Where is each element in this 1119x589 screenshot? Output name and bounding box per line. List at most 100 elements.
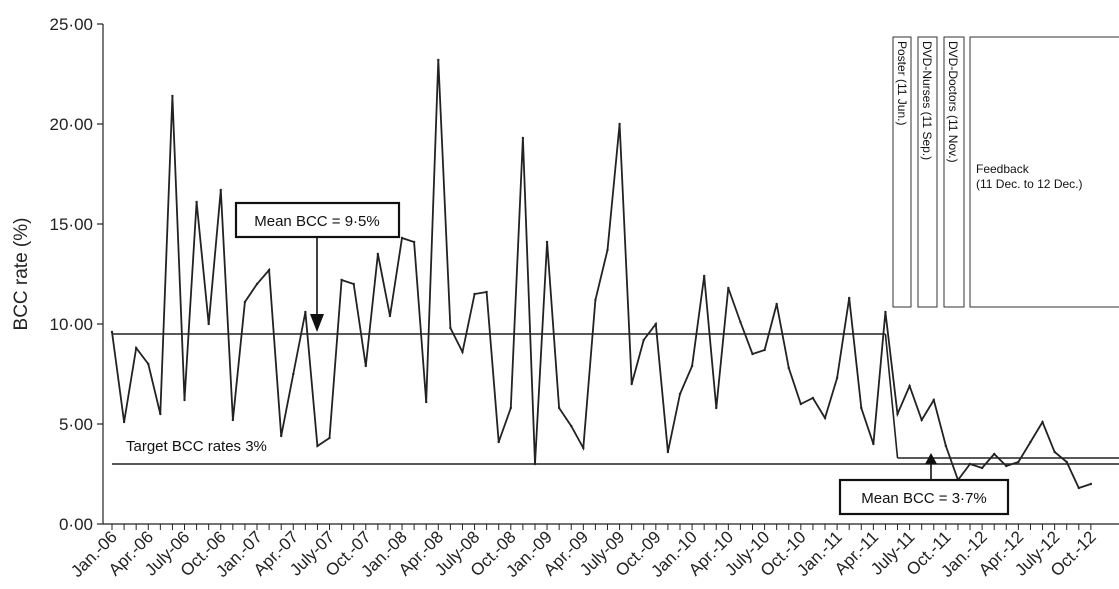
data-point xyxy=(594,298,597,302)
data-point xyxy=(183,398,186,402)
data-point xyxy=(751,352,754,356)
data-point xyxy=(993,452,996,456)
data-point xyxy=(606,248,609,252)
phase-dvd-nurses: DVD-Nurses (11 Sep.) xyxy=(917,36,938,308)
y-tick-label: 10·00 xyxy=(50,315,93,334)
data-point xyxy=(1053,450,1056,454)
data-point xyxy=(811,396,815,400)
phase-label-line1: Feedback xyxy=(976,162,1030,176)
data-point xyxy=(533,462,537,466)
data-point xyxy=(654,322,658,326)
data-point xyxy=(509,406,513,410)
data-point xyxy=(171,94,174,98)
y-tick-label: 5·00 xyxy=(59,415,93,434)
data-point xyxy=(860,406,863,410)
data-point xyxy=(425,400,428,404)
data-point xyxy=(388,314,392,318)
data-point xyxy=(207,322,210,326)
phase-label-line2: (11 Dec. to 12 Dec.) xyxy=(976,177,1083,191)
data-point xyxy=(678,392,682,396)
data-point xyxy=(316,444,319,448)
y-tick-label: 0·00 xyxy=(59,515,93,534)
data-point xyxy=(497,440,500,444)
data-point xyxy=(968,462,972,466)
annotation-mean-baseline-text: Mean BCC = 9·5% xyxy=(254,213,379,230)
data-point xyxy=(376,252,380,256)
data-point xyxy=(787,366,790,370)
series-line xyxy=(111,59,1092,490)
annotation-arrowhead xyxy=(310,314,324,332)
data-point xyxy=(521,136,525,140)
data-point xyxy=(1029,440,1032,444)
data-point xyxy=(352,282,355,286)
data-point xyxy=(400,236,404,240)
data-point xyxy=(618,122,621,126)
y-ticks: 0·00 5·00 10·00 15·00 20·00 25·00 xyxy=(50,15,103,534)
phase-box xyxy=(969,36,1119,308)
data-point xyxy=(340,278,343,282)
data-point xyxy=(231,418,235,422)
data-point xyxy=(243,300,247,304)
data-point xyxy=(582,446,585,450)
data-point xyxy=(147,362,150,366)
data-point xyxy=(1065,460,1068,464)
data-point xyxy=(980,466,984,470)
data-point xyxy=(690,364,694,368)
data-point xyxy=(944,444,948,448)
data-point xyxy=(932,398,935,402)
annotation-mean-intervention: Mean BCC = 3·7% xyxy=(838,453,1010,516)
y-axis-title: BCC rate (%) xyxy=(11,218,32,331)
data-point xyxy=(1017,460,1020,464)
data-point xyxy=(666,450,670,454)
data-point xyxy=(727,286,730,290)
y-tick-label: 20·00 xyxy=(50,115,93,134)
y-tick-label: 25·00 xyxy=(50,15,93,34)
data-point xyxy=(219,188,222,192)
x-ticks: Jan.-06Apr.-06July-06Oct.-06Jan.-07Apr.-… xyxy=(67,524,1100,581)
data-point xyxy=(1077,486,1081,490)
data-point xyxy=(715,406,718,410)
data-point xyxy=(267,268,271,272)
data-point xyxy=(739,320,742,324)
data-point xyxy=(485,290,488,294)
phase-box xyxy=(892,36,912,308)
data-point xyxy=(702,274,706,278)
data-point xyxy=(461,350,464,354)
data-point xyxy=(872,442,875,446)
data-point xyxy=(134,346,138,350)
data-point xyxy=(1089,482,1093,486)
phase-box xyxy=(943,36,965,308)
data-point xyxy=(292,372,295,376)
series-points xyxy=(110,58,1093,490)
data-point xyxy=(896,412,899,416)
data-point xyxy=(823,416,827,420)
data-point xyxy=(630,382,633,386)
data-point xyxy=(1005,464,1008,468)
data-point xyxy=(304,310,307,314)
y-tick-label: 15·00 xyxy=(50,215,93,234)
data-point xyxy=(195,200,198,204)
annotation-box xyxy=(234,201,401,239)
data-point xyxy=(279,434,283,438)
annotation-mean-baseline: Mean BCC = 9·5% xyxy=(234,201,401,332)
data-point xyxy=(449,326,452,330)
data-point xyxy=(159,412,162,416)
data-point xyxy=(412,240,416,244)
data-point xyxy=(799,402,803,406)
mean-line-drop xyxy=(884,333,899,459)
data-point xyxy=(110,330,114,334)
data-point xyxy=(255,282,259,286)
data-point xyxy=(122,420,126,424)
phase-box xyxy=(917,36,938,308)
data-point xyxy=(642,338,645,342)
phase-label: DVD-Nurses (11 Sep.) xyxy=(920,41,934,160)
annotation-arrowhead xyxy=(925,453,937,464)
data-point xyxy=(557,406,561,410)
data-point xyxy=(570,424,573,428)
phase-label: Poster (11 Jun.) xyxy=(895,41,909,125)
data-point xyxy=(847,296,851,300)
phase-feedback: Feedback (11 Dec. to 12 Dec.) xyxy=(969,36,1119,308)
phase-dvd-doctors: DVD-Doctors (11 Nov.) xyxy=(943,36,965,308)
data-point xyxy=(1041,420,1044,424)
